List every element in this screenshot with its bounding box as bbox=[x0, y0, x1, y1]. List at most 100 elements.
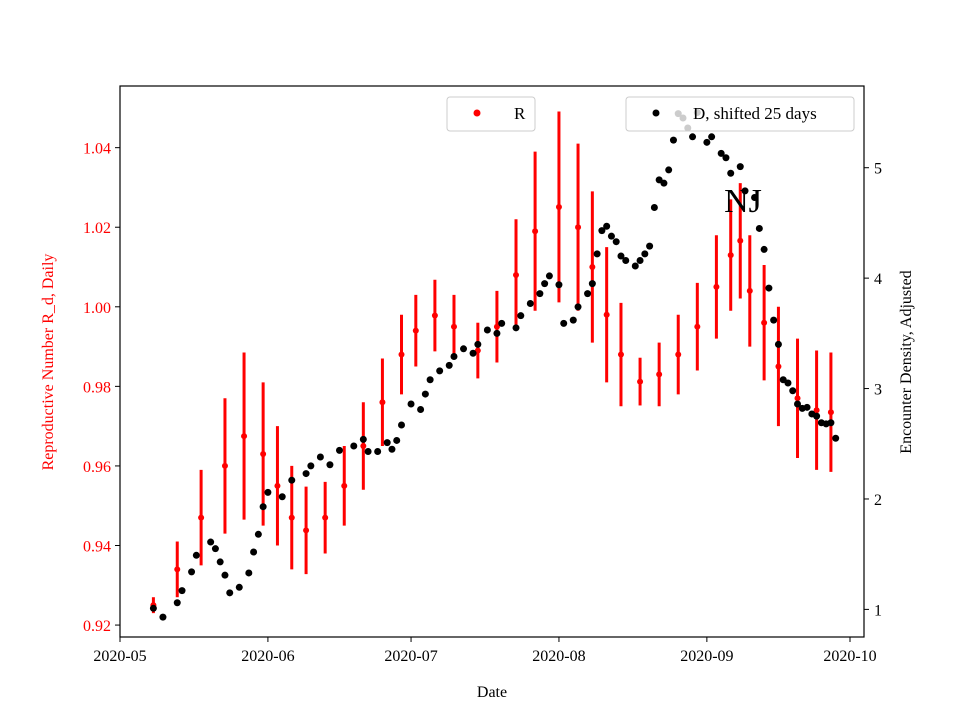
d-point bbox=[832, 434, 840, 442]
d-point bbox=[541, 280, 549, 288]
d-point bbox=[708, 133, 716, 141]
r-point bbox=[174, 566, 181, 573]
r-point bbox=[493, 323, 500, 330]
r-series bbox=[150, 111, 834, 614]
r-point bbox=[775, 363, 782, 370]
d-point bbox=[555, 281, 563, 289]
d-point bbox=[588, 280, 596, 288]
d-point bbox=[689, 133, 697, 141]
d-point bbox=[302, 470, 310, 478]
r-point bbox=[737, 237, 744, 244]
d-point bbox=[760, 245, 768, 253]
d-point bbox=[526, 300, 534, 308]
d-point bbox=[207, 538, 215, 546]
d-point bbox=[316, 453, 324, 461]
r-point bbox=[637, 378, 644, 385]
legend-d-label: D, shifted 25 days bbox=[693, 104, 817, 123]
r-point bbox=[694, 323, 701, 330]
d-point bbox=[417, 406, 425, 414]
r-point bbox=[412, 327, 419, 334]
r-point bbox=[603, 311, 610, 318]
d-point bbox=[574, 303, 582, 311]
d-point bbox=[192, 551, 200, 559]
d-point bbox=[607, 232, 615, 240]
x-tick-label: 2020-06 bbox=[241, 648, 294, 665]
legend-d-box bbox=[625, 96, 855, 132]
chart-title: NJ bbox=[724, 183, 762, 220]
y-axis-right-label: Encounter Density, Adjusted bbox=[898, 270, 915, 453]
r-point bbox=[288, 514, 295, 521]
d-point bbox=[407, 400, 415, 408]
d-point bbox=[264, 488, 272, 496]
d-point bbox=[388, 445, 396, 453]
d-point bbox=[335, 446, 343, 454]
d-point bbox=[421, 390, 429, 398]
y-axis-right: 1 2 3 4 5 bbox=[864, 161, 882, 619]
d-point bbox=[669, 136, 677, 144]
r-point bbox=[575, 224, 582, 231]
r-point bbox=[727, 252, 734, 259]
d-point bbox=[665, 166, 673, 174]
d-point bbox=[235, 583, 243, 591]
d-series bbox=[149, 109, 840, 621]
d-point bbox=[493, 329, 501, 337]
d-point bbox=[278, 493, 286, 501]
d-point bbox=[221, 571, 229, 579]
x-tick-label: 2020-05 bbox=[93, 648, 146, 665]
y-right-tick-label: 3 bbox=[874, 382, 882, 399]
legend-d: D, shifted 25 days bbox=[625, 96, 855, 132]
x-axis-label: Date bbox=[477, 684, 507, 701]
d-point bbox=[646, 242, 654, 250]
d-point bbox=[259, 503, 267, 511]
d-point bbox=[517, 312, 525, 320]
y-right-tick-label: 5 bbox=[874, 161, 882, 178]
y-left-tick-label: 0.94 bbox=[83, 538, 111, 555]
d-point bbox=[736, 163, 744, 171]
d-point bbox=[803, 403, 811, 411]
r-point bbox=[675, 351, 682, 358]
r-point bbox=[746, 287, 753, 294]
y-right-tick-label: 2 bbox=[874, 492, 882, 509]
y-left-tick-label: 1.04 bbox=[83, 141, 111, 158]
d-point bbox=[426, 376, 434, 384]
y-right-tick-label: 1 bbox=[874, 602, 882, 619]
d-point bbox=[755, 224, 763, 232]
r-point bbox=[379, 399, 386, 406]
r-point bbox=[794, 395, 801, 402]
d-point bbox=[149, 604, 157, 612]
r-point bbox=[431, 312, 438, 319]
r-point bbox=[589, 264, 596, 271]
r-point bbox=[221, 462, 228, 469]
y-left-tick-label: 1.00 bbox=[83, 300, 111, 317]
r-point bbox=[532, 228, 539, 235]
d-point bbox=[784, 379, 792, 387]
r-point bbox=[198, 514, 205, 521]
r-point bbox=[360, 443, 367, 450]
d-point bbox=[359, 435, 367, 443]
d-point bbox=[770, 316, 778, 324]
r-point bbox=[274, 482, 281, 489]
d-point bbox=[794, 400, 802, 408]
d-point bbox=[326, 461, 334, 469]
r-point bbox=[398, 351, 405, 358]
r-point bbox=[656, 371, 663, 378]
x-tick-label: 2020-10 bbox=[823, 648, 876, 665]
d-point bbox=[774, 340, 782, 348]
d-point bbox=[374, 447, 382, 455]
r-point bbox=[513, 271, 520, 278]
legend-r-box bbox=[446, 96, 536, 132]
r-point bbox=[555, 203, 562, 210]
d-point bbox=[603, 222, 611, 230]
d-point bbox=[827, 419, 835, 427]
d-point bbox=[765, 284, 773, 292]
y-left-tick-label: 1.02 bbox=[83, 220, 111, 237]
d-point bbox=[660, 179, 668, 187]
d-point bbox=[393, 436, 401, 444]
d-point bbox=[469, 349, 477, 357]
r-point bbox=[303, 527, 310, 534]
d-point bbox=[612, 238, 620, 246]
r-point bbox=[827, 409, 834, 416]
legend-r: R bbox=[446, 96, 536, 132]
r-point bbox=[241, 433, 248, 440]
